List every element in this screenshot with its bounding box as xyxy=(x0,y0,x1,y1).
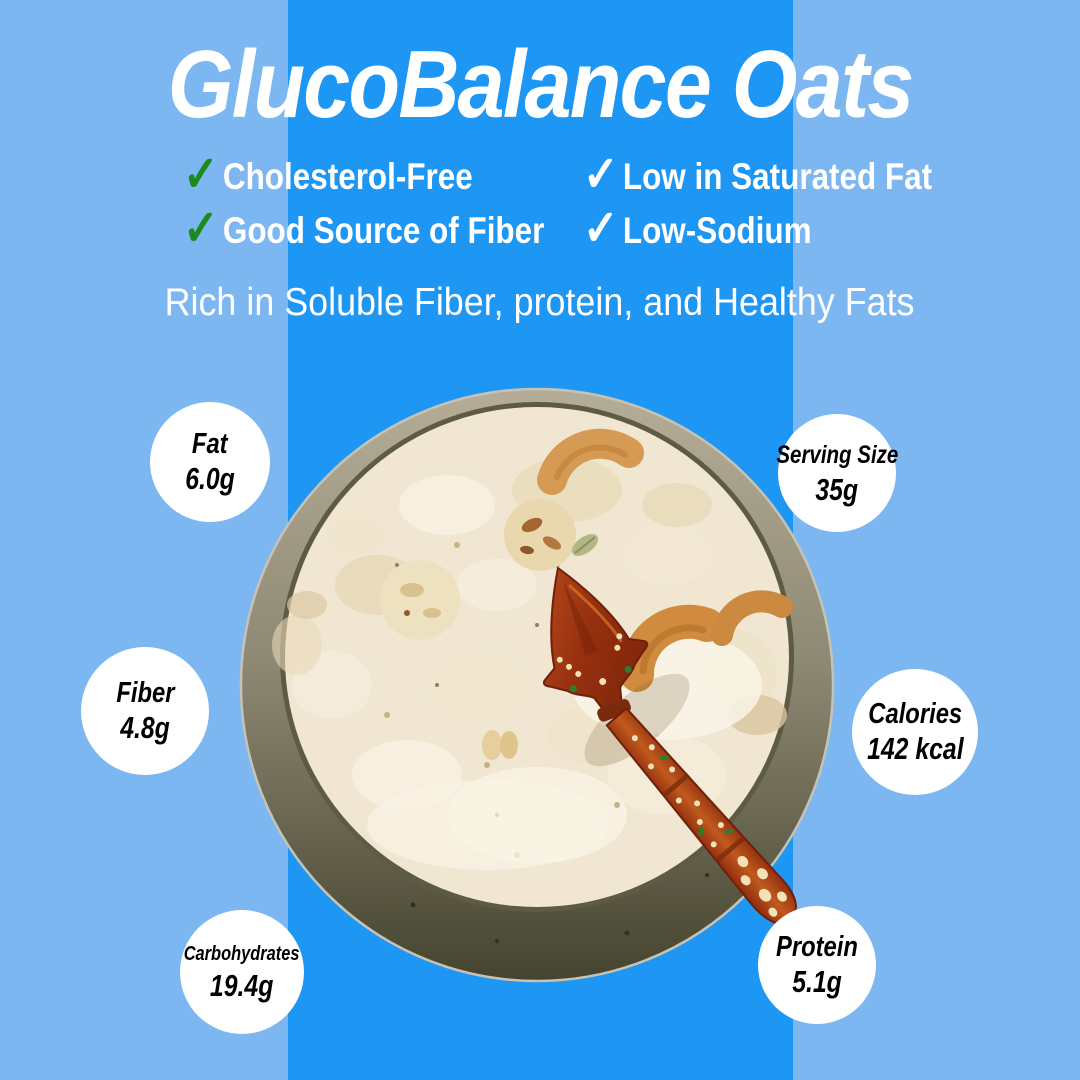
nutrition-badge-serving-size: Serving Size 35g xyxy=(776,414,898,532)
nutrition-badge-fiber: Fiber 4.8g xyxy=(81,647,209,775)
nutrition-badge-fat: Fat 6.0g xyxy=(150,402,270,522)
badge-value: 142 kcal xyxy=(866,731,964,766)
benefits-checklist: ✓ Cholesterol-Free ✓ Low in Saturated Fa… xyxy=(183,146,1080,256)
wooden-spoon xyxy=(542,566,798,925)
badge-label: Carbohydrates xyxy=(184,943,300,965)
badge-value: 19.4g xyxy=(210,968,274,1003)
badge-value: 6.0g xyxy=(185,461,235,496)
checklist-item-label: Low in Saturated Fat xyxy=(622,156,933,197)
badge-label: Calories xyxy=(868,698,962,730)
badge-label: Fat xyxy=(192,428,228,460)
checklist-item-low-sodium: ✓ Low-Sodium xyxy=(583,200,1059,256)
oatmeal-bowl-image xyxy=(237,385,877,1025)
badge-value: 5.1g xyxy=(792,964,842,999)
badge-label: Fiber xyxy=(115,677,175,709)
nutrition-badge-protein: Protein 5.1g xyxy=(758,906,876,1024)
page-title-text: GlucoBalance Oats xyxy=(167,31,915,138)
checklist-item-label: Cholesterol-Free xyxy=(222,156,473,197)
checklist-item-cholesterol-free: ✓ Cholesterol-Free xyxy=(183,146,523,202)
page-title: GlucoBalance Oats xyxy=(0,30,1080,140)
badge-value: 35g xyxy=(815,472,859,507)
check-icon: ✓ xyxy=(183,200,219,256)
tagline-text: Rich in Soluble Fiber, protein, and Heal… xyxy=(165,281,915,324)
nutrition-badge-carbohydrates: Carbohydrates 19.4g xyxy=(180,910,304,1034)
badge-label: Serving Size xyxy=(776,441,898,469)
nutrition-badge-calories: Calories 142 kcal xyxy=(852,669,978,795)
check-icon: ✓ xyxy=(583,146,619,202)
checklist-item-good-source-fiber: ✓ Good Source of Fiber xyxy=(183,200,544,256)
check-icon: ✓ xyxy=(183,146,219,202)
checklist-item-label: Low-Sodium xyxy=(622,210,812,251)
checklist-item-low-saturated-fat: ✓ Low in Saturated Fat xyxy=(583,146,1059,202)
checklist-item-label: Good Source of Fiber xyxy=(222,210,545,251)
badge-label: Protein xyxy=(776,931,858,963)
check-icon: ✓ xyxy=(583,200,619,256)
oatmeal-bowl-illustration xyxy=(239,387,835,983)
badge-value: 4.8g xyxy=(120,710,170,745)
tagline: Rich in Soluble Fiber, protein, and Heal… xyxy=(0,281,1080,325)
